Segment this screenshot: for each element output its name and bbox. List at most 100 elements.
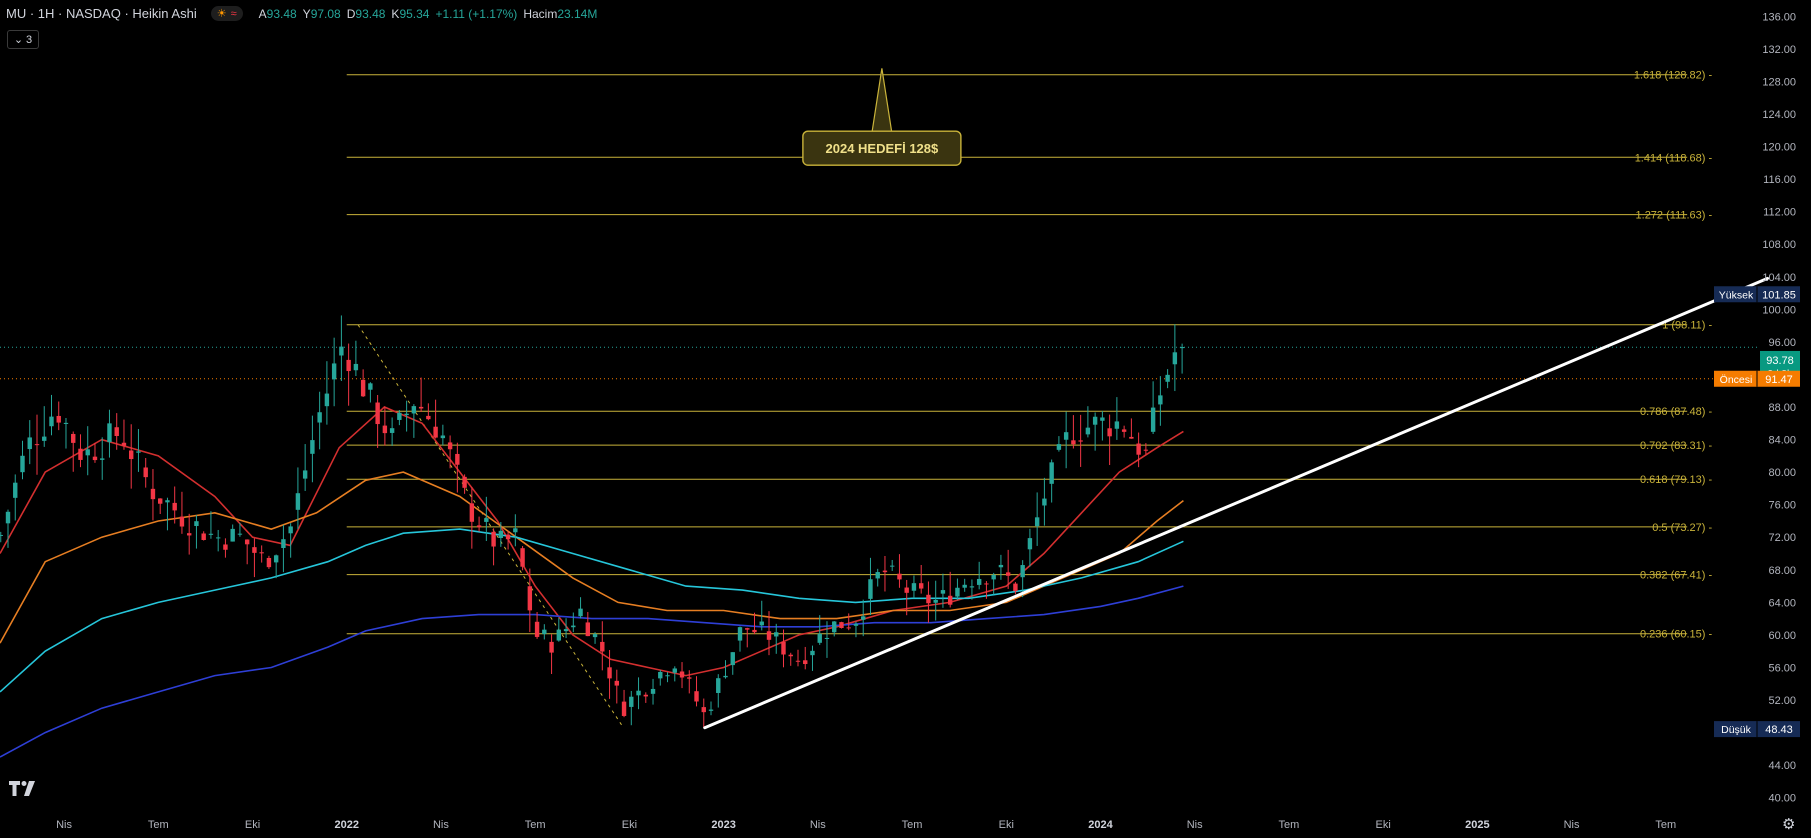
- candle: [259, 545, 264, 563]
- candle-body: [346, 359, 351, 372]
- candle-body: [904, 587, 909, 593]
- candle: [20, 440, 25, 480]
- fib-level-label: 0.702 (83.31) -: [1640, 440, 1712, 452]
- x-axis-tick-label: Tem: [148, 819, 169, 831]
- candle-body: [672, 668, 677, 673]
- candle-body: [389, 428, 395, 433]
- y-axis-tick-label: 56.00: [1768, 662, 1796, 674]
- candle-body: [650, 688, 656, 694]
- candle: [121, 419, 127, 450]
- candle: [585, 612, 591, 637]
- candle: [107, 409, 112, 458]
- low-price-value: 48.43: [1765, 724, 1793, 736]
- y-axis-tick-label: 44.00: [1768, 760, 1796, 772]
- candle-body: [984, 583, 989, 585]
- candle-body: [27, 437, 32, 450]
- candle: [788, 652, 793, 666]
- y-axis-tick-label: 52.00: [1768, 695, 1796, 707]
- symbol-title[interactable]: MU · 1H · NASDAQ · Heikin Ashi: [6, 6, 197, 21]
- candle-body: [592, 634, 598, 638]
- candle-body: [1063, 432, 1069, 440]
- candle: [215, 529, 221, 552]
- candle-body: [1100, 417, 1105, 421]
- candle-body: [549, 641, 554, 653]
- candle: [1085, 406, 1091, 438]
- volume-value: 23.14M: [557, 6, 598, 21]
- high-price-value: 101.85: [1762, 289, 1796, 301]
- candle: [658, 670, 663, 686]
- candle-body: [317, 412, 322, 423]
- candle: [49, 394, 54, 436]
- candle: [158, 498, 163, 514]
- candle-body: [1136, 443, 1141, 455]
- volume-label: Hacim: [523, 6, 558, 21]
- candle-body: [737, 627, 743, 641]
- open-label: A: [258, 6, 267, 21]
- candle-body: [585, 622, 591, 637]
- candle-body: [143, 467, 148, 478]
- y-axis-tick-label: 40.00: [1768, 793, 1796, 805]
- moving-average-line-2: [0, 471, 1184, 644]
- candle: [774, 623, 779, 654]
- candle-body: [636, 690, 641, 696]
- y-axis-tick-label: 120.00: [1762, 142, 1796, 154]
- candle: [194, 514, 199, 549]
- candle-body: [665, 675, 670, 677]
- candle-body: [926, 594, 931, 604]
- candle-body: [759, 621, 764, 626]
- candle-body: [201, 533, 206, 540]
- candle: [549, 634, 554, 675]
- candle-body: [824, 637, 830, 639]
- candle-body: [1013, 583, 1018, 592]
- indicator-status-pill[interactable]: ☀ ≈: [210, 6, 243, 21]
- candle: [679, 662, 685, 689]
- candle: [476, 516, 482, 532]
- fibonacci-levels: 1.618 (128.82) - 1.414 (118.68) - 1.272 (1…: [346, 70, 1712, 641]
- candle: [223, 538, 228, 558]
- candle-body: [208, 533, 214, 535]
- candle: [969, 579, 975, 600]
- candle-body: [1172, 352, 1178, 365]
- candle: [592, 632, 598, 644]
- candle-body: [998, 564, 1004, 568]
- x-axis-tick-label: 2025: [1465, 819, 1489, 831]
- candle-body: [1042, 498, 1047, 506]
- x-axis-tick-label: Tem: [1279, 819, 1300, 831]
- candle: [947, 571, 953, 608]
- candle: [302, 444, 308, 491]
- x-axis-tick-label: Nis: [1564, 819, 1580, 831]
- candle: [890, 559, 895, 572]
- tradingview-logo-icon[interactable]: [9, 781, 37, 801]
- candle-body: [121, 442, 127, 446]
- candle-body: [1121, 429, 1127, 432]
- indicators-collapse-button[interactable]: ⌄ 3: [7, 30, 39, 49]
- settings-gear-icon[interactable]: ⚙: [1782, 816, 1796, 833]
- low-label: D: [346, 6, 356, 21]
- high-value: 97.08: [310, 6, 341, 21]
- candle: [1092, 412, 1098, 451]
- candle-body: [223, 544, 228, 550]
- candle: [846, 613, 851, 631]
- candle-body: [107, 423, 112, 443]
- candle-body: [708, 709, 714, 711]
- candle-body: [331, 363, 337, 380]
- close-label: K: [391, 6, 400, 21]
- candle-body: [607, 667, 612, 679]
- candle-body: [1071, 440, 1076, 445]
- candle: [882, 555, 888, 592]
- candle-body: [694, 691, 699, 702]
- candle: [1100, 410, 1105, 441]
- candle: [295, 467, 301, 530]
- candle-body: [165, 500, 170, 503]
- candle-body: [360, 379, 366, 397]
- candle: [817, 615, 822, 645]
- candle: [875, 568, 880, 587]
- candle: [527, 568, 533, 633]
- candle: [281, 524, 286, 573]
- candle: [288, 523, 293, 558]
- candle: [991, 572, 996, 595]
- candle: [440, 424, 446, 446]
- candle: [687, 670, 692, 694]
- candle-body: [976, 578, 982, 585]
